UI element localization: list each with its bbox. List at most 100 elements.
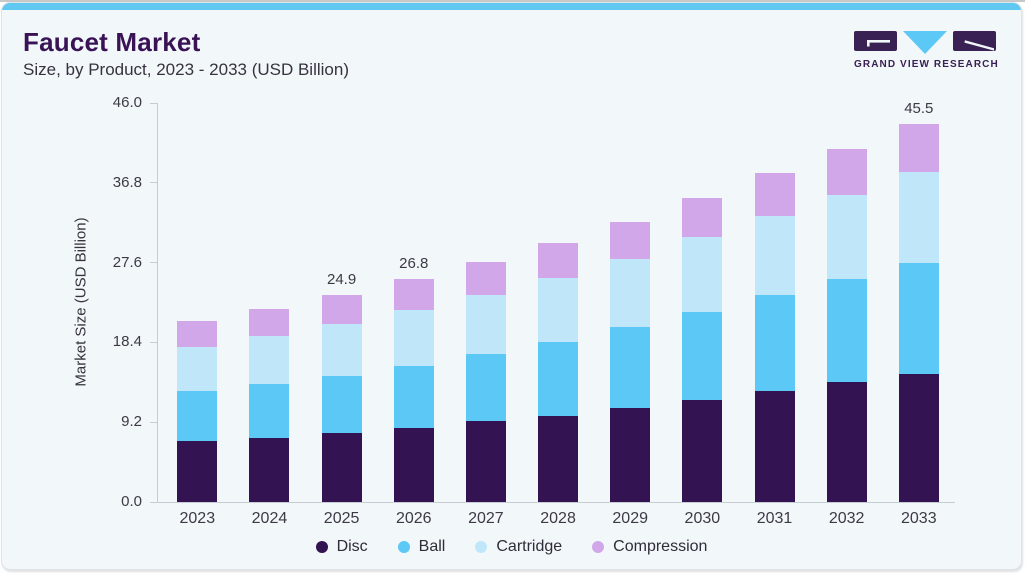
bar-segment-cartridge-2031 — [754, 216, 795, 295]
bar-segment-ball-2032 — [826, 279, 867, 383]
legend-dot-icon — [592, 541, 605, 553]
bar-2025 — [321, 295, 362, 502]
bar-segment-ball-2031 — [754, 294, 795, 391]
y-tick-mark — [150, 102, 157, 104]
x-tick-label-2032: 2032 — [828, 510, 865, 527]
y-tick-label: 36.8 — [112, 173, 142, 191]
legend-item-cartridge: Cartridge — [475, 538, 562, 556]
bar-2026 — [393, 279, 434, 502]
bar-2031 — [754, 172, 795, 502]
y-tick-label: 9.2 — [121, 413, 142, 431]
legend-dot-icon — [315, 541, 328, 553]
total-label-2026: 26.8 — [399, 255, 429, 273]
y-tick-label: 27.6 — [112, 253, 142, 271]
bar-segment-disc-2027 — [465, 421, 506, 502]
bar-segment-ball-2023 — [177, 390, 218, 442]
bar-segment-ball-2030 — [682, 311, 723, 400]
gvr-logo-icon — [854, 31, 996, 54]
bar-segment-disc-2029 — [610, 408, 651, 502]
x-tick-label-2030: 2030 — [684, 510, 721, 527]
legend-label: Disc — [336, 538, 368, 555]
bar-segment-disc-2030 — [682, 399, 723, 502]
bar-2033 — [898, 123, 939, 502]
legend-item-disc: Disc — [315, 538, 368, 556]
legend-item-ball: Ball — [397, 538, 446, 556]
bar-segment-compression-2023 — [177, 320, 218, 347]
x-tick-label-2033: 2033 — [901, 510, 937, 527]
chart-subtitle: Size, by Product, 2023 - 2033 (USD Billi… — [23, 60, 349, 79]
plot-area: 0.0 9.2 18.4 27.6 36.8 46.0 2023 2024 2025 2026 20… — [113, 94, 955, 527]
bar-segment-disc-2028 — [538, 415, 579, 502]
bar-segment-compression-2027 — [465, 261, 506, 296]
bar-segment-ball-2026 — [393, 365, 434, 429]
bar-segment-compression-2032 — [826, 148, 867, 196]
bar-segment-compression-2029 — [610, 221, 651, 260]
grand-view-research-logo: GRAND VIEW RESEARCH — [854, 31, 999, 73]
total-label-2025: 24.9 — [326, 270, 357, 288]
x-tick-label-2028: 2028 — [540, 510, 576, 527]
x-tick-label-2023: 2023 — [179, 510, 216, 527]
bar-segment-disc-2026 — [393, 428, 434, 502]
bar-segment-ball-2025 — [321, 375, 362, 433]
x-tick-label-2031: 2031 — [756, 510, 793, 527]
y-tick-mark — [150, 501, 157, 503]
bar-2024 — [249, 309, 290, 502]
bar-segment-ball-2024 — [249, 383, 290, 438]
legend: Disc Ball Cartridge Compression — [2, 538, 1021, 556]
chart-title: Faucet Market — [23, 27, 201, 57]
bar-segment-disc-2033 — [898, 373, 939, 502]
bar-2027 — [465, 261, 506, 502]
y-tick-mark — [150, 182, 157, 184]
bar-segment-cartridge-2028 — [538, 277, 579, 342]
bar-segment-cartridge-2030 — [682, 236, 723, 312]
legend-label: Cartridge — [496, 538, 563, 555]
bar-segment-compression-2028 — [538, 243, 579, 278]
bar-segment-cartridge-2029 — [610, 259, 651, 327]
bar-segment-disc-2032 — [826, 382, 867, 502]
bar-segment-cartridge-2024 — [249, 335, 290, 384]
x-tick-label-2026: 2026 — [395, 510, 432, 527]
x-tick-label-2025: 2025 — [323, 510, 360, 527]
bar-segment-disc-2025 — [321, 433, 362, 502]
bar-segment-disc-2031 — [754, 390, 795, 502]
bar-segment-ball-2027 — [465, 354, 506, 422]
card-accent-strip — [2, 3, 1021, 10]
bar-segment-ball-2028 — [538, 341, 579, 416]
x-tick-label-2024: 2024 — [251, 510, 288, 527]
bar-segment-compression-2031 — [754, 172, 795, 217]
bar-segment-cartridge-2026 — [393, 309, 434, 366]
bar-2029 — [610, 221, 651, 502]
y-tick-label: 18.4 — [112, 333, 142, 351]
bar-segment-compression-2025 — [321, 295, 362, 325]
bar-segment-ball-2033 — [898, 263, 939, 374]
bar-segment-cartridge-2033 — [898, 171, 939, 264]
legend-dot-icon — [475, 541, 488, 553]
bar-segment-cartridge-2027 — [465, 295, 506, 355]
bar-2030 — [682, 197, 723, 502]
bar-segment-compression-2033 — [898, 123, 939, 172]
bar-segment-ball-2029 — [610, 326, 651, 409]
y-tick-label: 46.0 — [112, 94, 142, 111]
bar-segment-compression-2030 — [682, 197, 723, 237]
total-label-2033: 45.5 — [904, 99, 934, 117]
y-tick-mark — [150, 262, 157, 264]
bar-segment-compression-2026 — [393, 279, 434, 310]
gvr-brand-text: GRAND VIEW RESEARCH — [854, 59, 999, 70]
bar-segment-cartridge-2025 — [321, 324, 362, 376]
bar-segment-compression-2024 — [249, 309, 290, 336]
bar-segment-cartridge-2023 — [177, 346, 218, 391]
page-top-divider — [0, 0, 1025, 2]
bar-2032 — [826, 148, 867, 502]
y-axis-title: Market Size (USD Billion) — [72, 217, 90, 387]
bar-segment-disc-2024 — [249, 437, 290, 502]
legend-label: Ball — [418, 538, 446, 555]
legend-dot-icon — [397, 541, 410, 553]
y-tick-label: 0.0 — [121, 493, 142, 510]
legend-label: Compression — [613, 538, 708, 555]
bar-segment-disc-2023 — [177, 441, 218, 502]
bar-segment-cartridge-2032 — [826, 195, 867, 280]
bar-2028 — [538, 243, 579, 502]
x-tick-label-2027: 2027 — [468, 510, 504, 527]
